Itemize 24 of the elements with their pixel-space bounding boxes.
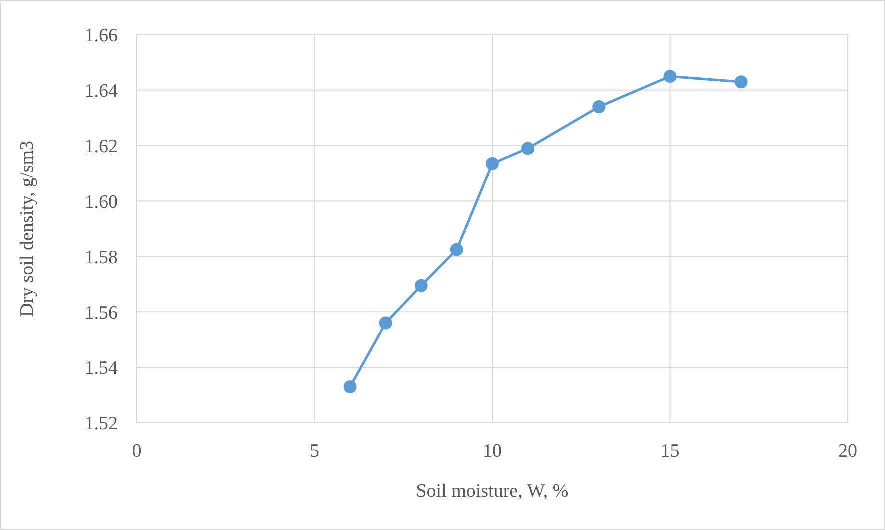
point xyxy=(592,100,606,114)
x-tick-label: 20 xyxy=(838,441,858,462)
x-tick-label: 15 xyxy=(660,441,680,462)
point xyxy=(414,279,428,292)
point xyxy=(450,243,464,256)
x-tick-label: 10 xyxy=(483,441,502,462)
y-tick-label: 1.58 xyxy=(84,247,118,268)
point xyxy=(734,76,748,89)
y-tick-label: 1.66 xyxy=(84,26,118,47)
y-tick-label: 1.56 xyxy=(84,302,118,324)
y-tick-label: 1.52 xyxy=(84,414,118,435)
y-tick-label: 1.54 xyxy=(84,358,118,380)
y-tick-label: 1.62 xyxy=(84,136,118,158)
x-axis-title: Soil moisture, W, % xyxy=(416,481,569,502)
point xyxy=(379,316,392,330)
point xyxy=(344,380,357,394)
x-tick-label: 0 xyxy=(132,441,142,462)
y-axis-title: Dry soil density, g/sm3 xyxy=(17,140,38,318)
point xyxy=(486,157,499,170)
x-tick-label: 5 xyxy=(310,441,320,462)
point xyxy=(522,142,535,156)
point xyxy=(664,70,677,84)
y-tick-label: 1.64 xyxy=(84,81,118,102)
y-tick-label: 1.60 xyxy=(84,192,118,213)
